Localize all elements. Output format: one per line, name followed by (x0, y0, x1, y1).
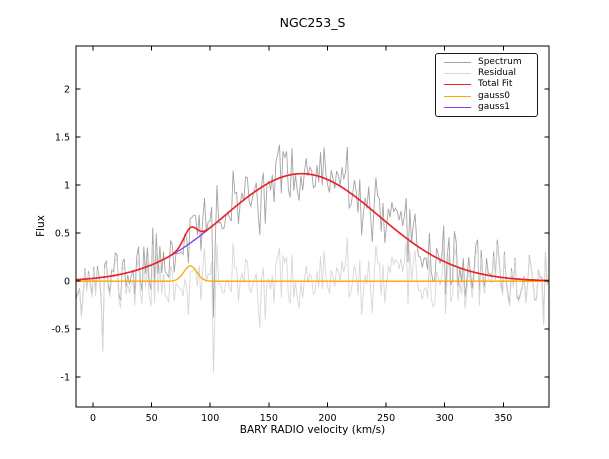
legend-label: gauss1 (478, 101, 511, 112)
gauss1-legend-line (444, 106, 471, 108)
legend-label: Total Fit (478, 79, 513, 90)
y-tick-label: -0.5 (51, 325, 70, 336)
y-ticks: -1 -0.5 0 0.5 1 1.5 2 (51, 85, 549, 384)
y-axis-label: Flux (35, 215, 47, 237)
x-tick-label: 100 (201, 413, 219, 424)
legend-label: gauss0 (478, 90, 511, 101)
y-tick-label: 0.5 (55, 229, 70, 240)
total_fit-legend-line (444, 84, 471, 86)
x-tick-label: 0 (90, 413, 96, 424)
data-lines (76, 144, 549, 374)
residual-line (76, 237, 549, 374)
spectrum-legend-line (444, 62, 471, 64)
y-tick-label: -1 (61, 373, 70, 384)
gauss0-line (76, 265, 549, 282)
legend-item-spectrum: Spectrum (444, 58, 533, 67)
legend: Spectrum Residual Total Fit gauss0 gauss1 (435, 53, 538, 117)
x-ticks: 0 50 100 150 200 250 300 350 (90, 46, 512, 424)
x-tick-label: 200 (318, 413, 336, 424)
legend-item-total_fit: Total Fit (444, 80, 533, 89)
y-tick-label: 1 (64, 181, 70, 192)
legend-item-gauss1: gauss1 (444, 101, 533, 112)
legend-label: Residual (478, 68, 517, 79)
plot-frame (75, 45, 550, 408)
x-tick-label: 350 (494, 413, 512, 424)
spectrum-line (76, 144, 549, 349)
legend-label: Spectrum (478, 57, 522, 68)
legend-item-residual: Residual (444, 69, 533, 78)
total-fit-line (76, 172, 549, 282)
x-tick-label: 50 (146, 413, 158, 424)
x-axis-label: BARY RADIO velocity (km/s) (239, 424, 386, 436)
residual-legend-line (444, 73, 471, 75)
x-tick-label: 250 (377, 413, 395, 424)
gauss0-legend-line (444, 95, 471, 97)
y-tick-label: 0 (64, 277, 70, 288)
x-tick-label: 150 (260, 413, 278, 424)
y-tick-label: 1.5 (55, 133, 70, 144)
chart-title: NGC253_S (279, 15, 346, 30)
x-tick-label: 300 (436, 413, 454, 424)
y-tick-label: 2 (64, 85, 70, 96)
legend-item-gauss0: gauss0 (444, 90, 533, 101)
